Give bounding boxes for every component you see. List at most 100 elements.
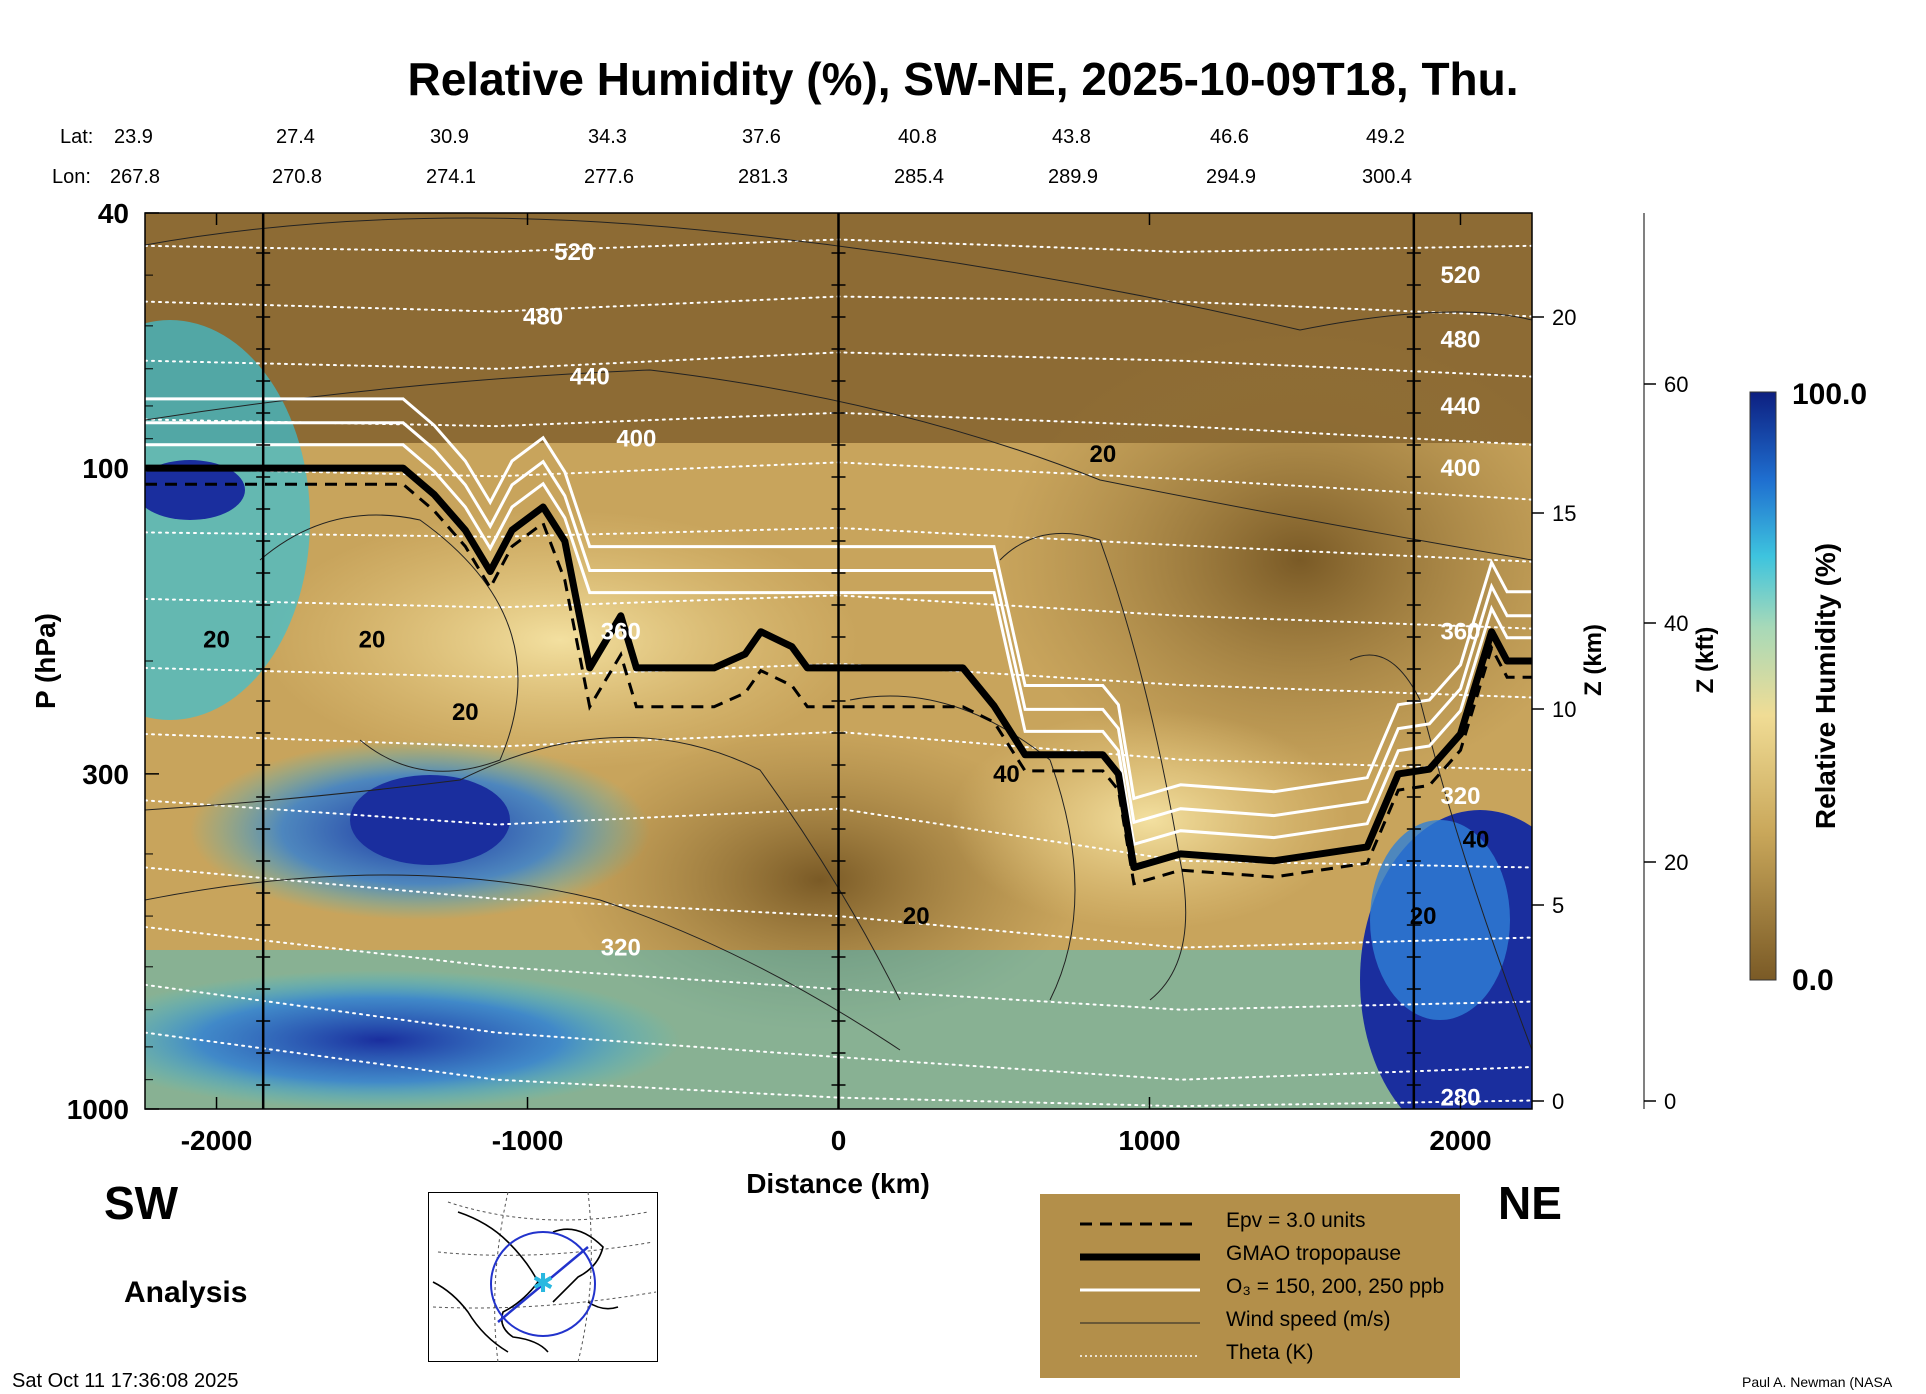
theta-label: 360 <box>1440 619 1480 646</box>
colorbar <box>1749 391 1777 981</box>
wind-label: 20 <box>903 903 930 930</box>
map-graticule <box>432 1192 657 1362</box>
wind-label: 20 <box>1089 441 1116 468</box>
wet-ne <box>1370 820 1510 1020</box>
tropopause-group <box>145 464 1532 871</box>
lon-value: 300.4 <box>1362 166 1413 188</box>
y-axis-label: P (hPa) <box>30 613 61 709</box>
ozone-line <box>145 421 1532 825</box>
y-tick-label: 300 <box>82 759 129 790</box>
wind-speed-contours <box>145 217 1532 1051</box>
lat-label: Lat: <box>60 126 94 148</box>
legend-wind-text: Wind speed (m/s) <box>1226 1308 1391 1331</box>
lat-value: 30.9 <box>430 126 469 148</box>
epv-contour <box>145 482 1532 886</box>
credit: Paul A. Newman (NASA <box>1742 1374 1893 1390</box>
theta-label: 480 <box>1440 326 1480 353</box>
theta-label: 440 <box>570 364 610 391</box>
dry-region-center <box>560 730 1080 1030</box>
wind-contour <box>145 369 1532 561</box>
z-kft-axis-label: Z (kft) <box>1692 626 1719 694</box>
wind-label: 20 <box>203 626 230 653</box>
z-km-tick-label: 10 <box>1552 697 1576 722</box>
legend <box>1040 1194 1460 1378</box>
dry-region-ne <box>1000 330 1532 790</box>
humidity-field <box>145 213 1532 1109</box>
y-tick-label: 40 <box>98 198 129 229</box>
y-tick-label: 1000 <box>67 1094 129 1125</box>
chart-title: Relative Humidity (%), SW-NE, 2025-10-09… <box>407 53 1519 105</box>
timestamp: Sat Oct 11 17:36:08 2025 <box>12 1370 239 1392</box>
lat-value: 34.3 <box>588 126 627 148</box>
theta-label: 320 <box>601 935 641 962</box>
moist-tan-region <box>260 510 860 770</box>
z-km-axis-label: Z (km) <box>1580 624 1607 696</box>
z-km-tick-label: 20 <box>1552 305 1576 330</box>
x-tick-label: -2000 <box>181 1125 253 1156</box>
sw-label: SW <box>104 1177 179 1229</box>
lon-label: Lon: <box>52 166 91 188</box>
lat-value: 27.4 <box>276 126 315 148</box>
lat-value: 23.9 <box>114 126 153 148</box>
very-wet-mid-core <box>350 775 510 865</box>
map-center-star-icon: ✱ <box>532 1268 554 1298</box>
legend-theta-text: Theta (K) <box>1226 1341 1314 1364</box>
analysis-label: Analysis <box>124 1276 248 1309</box>
map-range-circle <box>490 1231 596 1337</box>
moist-tan-region-2 <box>950 710 1350 930</box>
theta-label: 520 <box>554 239 594 266</box>
z-kft-tick-label: 60 <box>1664 372 1688 397</box>
z-kft-tick-label: 0 <box>1664 1089 1676 1114</box>
wind-label: 20 <box>452 699 479 726</box>
wind-label: 20 <box>1410 903 1437 930</box>
z-km-tick-label: 0 <box>1552 1089 1564 1114</box>
theta-label: 320 <box>1440 783 1480 810</box>
ozone-line <box>145 443 1532 847</box>
legend-tropopause-text: GMAO tropopause <box>1226 1242 1402 1265</box>
theta-label: 480 <box>523 303 563 330</box>
axes: -2000 -1000 0 1000 2000 40 100 300 1000 0 5 10 15 20 0… <box>67 198 1689 1156</box>
theta-line <box>145 926 1532 1011</box>
lon-value: 274.1 <box>426 166 477 188</box>
lat-value: 49.2 <box>1366 126 1405 148</box>
wind-contour <box>259 514 519 772</box>
theta-line <box>145 983 1532 1081</box>
lon-value: 285.4 <box>894 166 945 188</box>
legend-ozone-text: O₃ = 150, 200, 250 ppb <box>1226 1275 1445 1298</box>
lon-value: 294.9 <box>1206 166 1257 188</box>
wind-contour <box>145 217 1532 331</box>
x-tick-label: 1000 <box>1118 1125 1180 1156</box>
z-km-tick-label: 5 <box>1552 893 1564 918</box>
ne-label: NE <box>1498 1177 1562 1229</box>
colorbar-min-label: 0.0 <box>1792 964 1834 997</box>
y-tick-label: 100 <box>82 453 129 484</box>
lon-value: 289.9 <box>1048 166 1099 188</box>
theta-line <box>145 1031 1532 1108</box>
wet-boundary-layer <box>145 970 680 1109</box>
legend-epv-text: Epv = 3.0 units <box>1226 1209 1366 1232</box>
z-kft-tick-label: 40 <box>1664 611 1688 636</box>
colorbar-max-label: 100.0 <box>1792 378 1868 411</box>
x-tick-label: -1000 <box>492 1125 564 1156</box>
theta-label: 360 <box>601 619 641 646</box>
map-coastlines <box>432 1211 619 1353</box>
theta-label: 520 <box>1440 262 1480 289</box>
map-frame <box>428 1192 658 1362</box>
vertical-markers <box>256 213 1421 1109</box>
locator-map: ✱ <box>428 1192 658 1362</box>
lat-value: 37.6 <box>742 126 781 148</box>
wind-contour <box>145 736 901 1001</box>
ozone-contours <box>145 397 1532 847</box>
very-wet-sw-core <box>145 460 245 520</box>
theta-label: 400 <box>1440 455 1480 482</box>
wind-contour <box>999 532 1187 1001</box>
wind-label: 20 <box>359 626 386 653</box>
wind-contour <box>849 695 1076 1001</box>
lat-value: 46.6 <box>1210 126 1249 148</box>
z-kft-tick-label: 20 <box>1664 850 1688 875</box>
ozone-line <box>145 397 1532 801</box>
lat-value: 40.8 <box>898 126 937 148</box>
lon-value: 267.8 <box>110 166 161 188</box>
wind-contour <box>1349 654 1532 1051</box>
lat-value: 43.8 <box>1052 126 1091 148</box>
